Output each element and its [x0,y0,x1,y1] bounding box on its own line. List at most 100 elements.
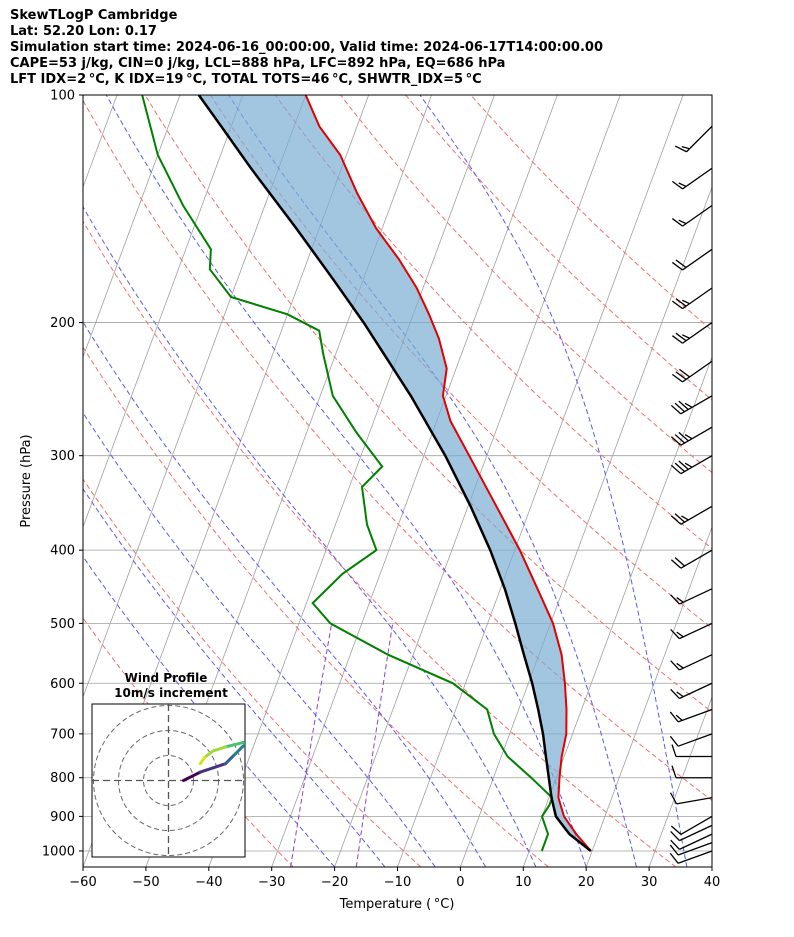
dry-adiabat [83,346,549,867]
isotherm-line [648,695,712,867]
hodograph-segment [224,741,244,749]
wind-barb [671,322,713,344]
moist-adiabat [83,488,386,867]
isotherm-line [397,95,684,867]
moist-adiabat [83,320,487,867]
y-tick-label: 700 [50,727,75,742]
wind-barbs [669,125,713,864]
moist-adiabat [228,95,637,867]
wind-barb [670,622,713,640]
parcel-line [197,95,592,852]
wind-barb [670,682,713,700]
wind-barb [674,125,713,153]
hodograph-segment [232,745,244,757]
location-line: Lat: 52.20 Lon: 0.17 [10,24,157,39]
moist-adiabat [419,95,688,867]
dry-adiabat [83,478,422,867]
wind-barb [669,708,713,723]
hodograph-segment [211,745,227,753]
chart-header: SkewTLogP Cambridge Lat: 52.20 Lon: 0.17… [10,8,603,88]
y-tick-label: 800 [50,771,75,786]
y-tick-label: 600 [50,677,75,692]
cape-line: CAPE=53 j/kg, CIN=0 j/kg, LCL=888 hPa, L… [10,56,506,71]
x-tick-label: −50 [132,875,159,890]
hodograph-subtitle: 10m/s increment [114,686,228,700]
hodograph-segment [198,755,206,766]
wind-barb [671,360,713,383]
hodograph-segment [211,762,227,770]
indices-line: LFT IDX=2 °C, K IDX=19 °C, TOTAL TOTS=46… [10,72,482,87]
dry-adiabat [83,220,677,867]
x-axis-title: Temperature ( °C) [339,897,455,912]
mixing-ratio-line [355,623,394,867]
dry-adiabat [144,95,712,713]
wind-barb [671,744,712,758]
profiles [141,95,592,852]
wind-barb [671,167,713,190]
dewpoint-line [141,95,554,852]
dry-adiabat [274,95,712,550]
wind-barb [669,850,713,864]
x-tick-label: −30 [258,875,285,890]
wind-barb [670,588,713,605]
hodograph-segment [240,740,245,745]
x-tick-label: 20 [578,875,595,890]
x-tick-label: 10 [515,875,532,890]
y-tick-label: 300 [50,449,75,464]
x-tick-label: 0 [456,875,464,890]
isotherm-line [711,865,712,867]
chart-title: SkewTLogP Cambridge [10,8,178,23]
hodograph-segment [240,743,245,749]
wind-barb [670,833,713,850]
hodograph-inset: Wind Profile 10m/s increment [91,671,246,858]
x-tick-label: −10 [384,875,411,890]
y-tick-label: 900 [50,810,75,825]
wind-barb [669,842,713,856]
isotherm-line [460,185,712,867]
x-tick-label: 30 [641,875,658,890]
cape-region [198,95,591,851]
y-tick-label: 500 [50,617,75,632]
hodograph-segment [198,766,215,774]
wind-barb [670,824,713,842]
wind-barb [670,426,713,446]
isotherm-line [208,95,495,867]
dry-adiabat [340,95,712,474]
y-axis-title: Pressure (hPa) [19,434,34,527]
x-tick-label: −20 [321,875,348,890]
wind-barb [671,765,712,779]
y-tick-label: 200 [50,316,75,331]
hodograph-title: Wind Profile [125,671,208,685]
isotherm-line [522,355,712,867]
temperature-line [304,95,592,852]
wind-barb [670,654,713,671]
wind-barb [670,395,713,415]
y-tick-label: 400 [50,544,75,559]
x-tick-label: −60 [69,875,96,890]
wind-barb [670,815,713,835]
dry-adiabat [470,95,712,332]
wind-barb [670,455,713,475]
wind-barb [671,287,713,310]
y-tick-label: 100 [50,89,75,104]
wind-barb [671,248,713,271]
moist-adiabat [105,95,587,867]
wind-barb [669,792,713,805]
cape-fill [198,95,591,851]
isotherm-line [83,95,181,359]
x-tick-label: 40 [704,875,721,890]
moist-adiabat [83,411,436,867]
isotherm-line [83,95,307,699]
hodograph-plot [92,704,245,857]
x-tick-label: −40 [195,875,222,890]
hodograph-segment [203,749,215,759]
hodograph-segment [182,774,194,782]
wind-barb [671,204,713,227]
hodograph-segment [190,770,202,778]
wind-barb [670,549,713,569]
isotherm-line [585,525,712,867]
y-tick-label: 1000 [42,844,75,859]
axis-ticks: −60 −50 −40 −30 −20 −10 0 10 20 30 40 1000 900 800 700… [42,89,720,891]
hodograph-segment [224,753,236,766]
